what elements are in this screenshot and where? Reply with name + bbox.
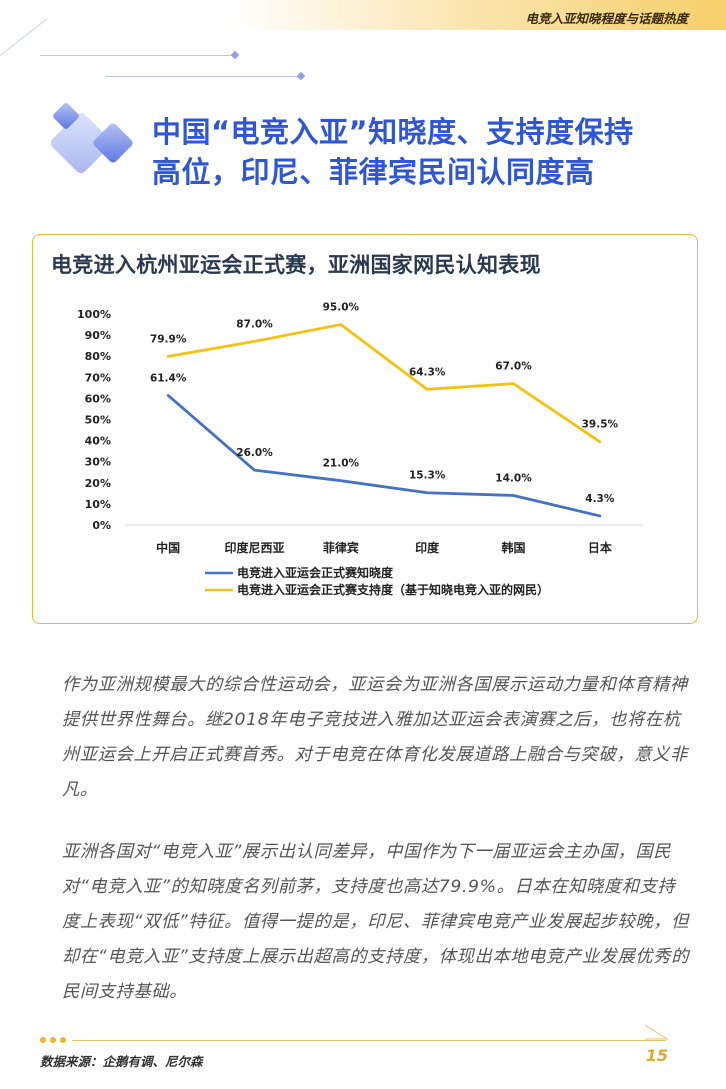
deco-line [40, 55, 235, 56]
x-tick-label: 印度 [415, 540, 440, 555]
chart-title: 电竞进入杭州亚运会正式赛，亚洲国家网民认知表现 [51, 253, 541, 277]
legend-label: 电竞进入亚运会正式赛支持度（基于知晓电竞入亚的网民） [237, 582, 549, 597]
page-title-line: 高位，印尼、菲律宾民间认同度高 [152, 155, 595, 189]
cubes-icon [50, 103, 133, 174]
y-tick-label: 30% [85, 456, 111, 469]
legend-label: 电竞进入亚运会正式赛知晓度 [237, 565, 394, 580]
series-line [166, 323, 602, 444]
source-note: 数据来源：企鹅有调、尼尔森 [40, 1054, 203, 1069]
data-label: 87.0% [236, 318, 273, 330]
x-tick-label: 韩国 [501, 540, 525, 555]
dot [50, 1037, 56, 1043]
x-tick-label: 印度尼西亚 [224, 540, 284, 555]
y-tick-label: 100% [77, 308, 111, 321]
x-tick-label: 日本 [588, 540, 612, 555]
footer-dots [40, 1037, 66, 1043]
y-tick-label: 60% [85, 392, 111, 405]
line-chart: 0% 10% 20% 30% 40% 50% 60% 70% 80% 90% 100% 中国 印度尼西亚… [77, 302, 643, 597]
y-tick-label: 20% [85, 477, 111, 490]
data-label: 95.0% [323, 302, 360, 314]
page-number: 15 [645, 1046, 668, 1065]
y-tick-label: 50% [85, 414, 111, 427]
data-label: 4.3% [585, 493, 615, 505]
series-line [166, 394, 602, 518]
y-tick-label: 70% [85, 371, 111, 384]
data-label: 61.4% [150, 372, 187, 384]
paragraph: 作为亚洲规模最大的综合性运动会，亚运会为亚洲各国展示运动力量和体育精神提供世界性… [62, 675, 688, 800]
x-tick-label: 菲律宾 [323, 540, 359, 555]
footer-divider [72, 1040, 666, 1041]
data-label: 26.0% [236, 447, 273, 459]
paragraph: 亚洲各国对“电竞入亚”展示出认同差异，中国作为下一届亚运会主办国，国民对“电竞入… [62, 842, 690, 1002]
data-label: 14.0% [495, 472, 532, 484]
deco-diamond [296, 71, 306, 81]
deco-line [0, 18, 48, 56]
y-tick-label: 80% [85, 350, 111, 363]
data-label: 64.3% [409, 366, 446, 378]
y-tick-label: 10% [85, 498, 111, 511]
deco-diamond [230, 50, 240, 60]
data-label: 21.0% [323, 458, 360, 470]
data-label: 67.0% [495, 361, 532, 373]
y-tick-label: 0% [92, 519, 111, 532]
dot [40, 1037, 46, 1043]
page-title-line: 中国“电竞入亚”知晓度、支持度保持 [152, 115, 634, 149]
data-label: 79.9% [150, 333, 187, 345]
x-tick-label: 中国 [156, 540, 180, 555]
deco-line [105, 76, 300, 77]
y-tick-label: 40% [85, 435, 111, 448]
chart-panel: 电竞进入杭州亚运会正式赛，亚洲国家网民认知表现 0% 10% 20% 30% 40% 50… [32, 234, 698, 624]
data-label: 15.3% [409, 470, 446, 482]
data-label: 39.5% [582, 419, 619, 431]
footer-arrow-icon [645, 1024, 669, 1040]
header-band [230, 0, 726, 30]
dot [60, 1037, 66, 1043]
header-title: 电竞入亚知晓程度与话题热度 [525, 11, 688, 26]
y-tick-label: 90% [85, 329, 111, 342]
page-title: 中国“电竞入亚”知晓度、支持度保持 高位，印尼、菲律宾民间认同度高 [152, 112, 712, 192]
